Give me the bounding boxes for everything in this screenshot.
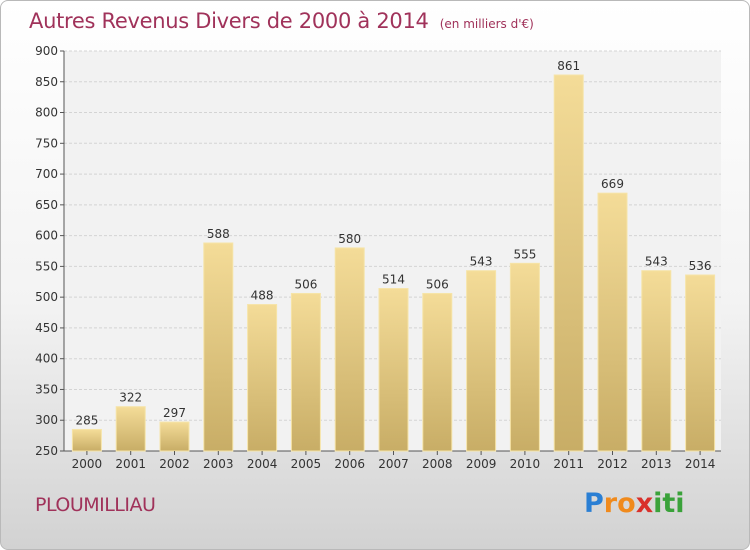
y-tick-label: 750 [35,136,58,150]
y-tick-label: 450 [35,321,58,335]
data-label: 861 [557,59,580,73]
data-label: 506 [294,277,317,291]
x-tick-label: 2006 [334,457,365,471]
y-tick-label: 400 [35,352,58,366]
y-tick-label: 850 [35,75,58,89]
data-label: 580 [338,232,361,246]
proxiti-logo: Proxiti [584,488,685,519]
x-tick-label: 2012 [597,457,628,471]
data-label: 506 [426,277,449,291]
data-label: 543 [470,255,493,269]
chart-title-block: Autres Revenus Divers de 2000 à 2014 (en… [29,9,534,33]
bar [71,428,102,452]
bar [115,406,146,452]
x-tick-label: 2002 [159,457,190,471]
logo-letter: o [617,488,636,519]
bar [378,288,409,452]
y-tick-label: 600 [35,229,58,243]
x-tick-label: 2007 [378,457,409,471]
chart-subtitle: (en milliers d'€) [439,17,534,31]
data-label: 536 [689,259,712,273]
y-tick-label: 300 [35,413,58,427]
data-label: 297 [163,406,186,420]
commune-name: PLOUMILLIAU [35,494,156,516]
x-tick-label: 2013 [641,457,672,471]
bar [466,270,497,452]
x-tick-label: 2009 [466,457,497,471]
bar [509,262,540,452]
logo-letter: i [675,488,685,519]
bar [203,242,234,452]
data-label: 514 [382,273,405,287]
bar [641,270,672,452]
y-tick-label: 500 [35,290,58,304]
chart-title: Autres Revenus Divers de 2000 à 2014 [29,9,429,33]
x-tick-label: 2004 [247,457,278,471]
bar [685,274,716,452]
bar [159,421,190,452]
bar [553,74,584,452]
bar [422,292,453,452]
x-tick-label: 2014 [685,457,716,471]
y-tick-label: 800 [35,106,58,120]
bar [597,192,628,452]
data-label: 322 [119,391,142,405]
y-tick-label: 900 [35,44,58,58]
logo-letter: t [662,488,676,519]
x-tick-label: 2001 [115,457,146,471]
x-tick-label: 2008 [422,457,453,471]
bar [334,247,365,452]
data-label: 285 [75,413,98,427]
y-tick-label: 250 [35,444,58,458]
data-label: 669 [601,177,624,191]
logo-letter: r [603,488,618,519]
x-tick-label: 2010 [510,457,541,471]
y-tick-label: 700 [35,167,58,181]
data-label: 555 [513,247,536,261]
x-tick-label: 2003 [203,457,234,471]
x-tick-label: 2005 [291,457,322,471]
logo-letter: i [653,488,663,519]
bar [247,304,278,452]
y-tick-label: 650 [35,198,58,212]
y-tick-label: 550 [35,259,58,273]
x-tick-label: 2000 [72,457,103,471]
bar [290,292,321,452]
data-label: 488 [251,289,274,303]
x-tick-label: 2011 [553,457,584,471]
data-label: 543 [645,255,668,269]
y-tick-label: 350 [35,382,58,396]
logo-letter: x [635,488,654,519]
data-label: 588 [207,227,230,241]
logo-letter: P [584,488,604,519]
